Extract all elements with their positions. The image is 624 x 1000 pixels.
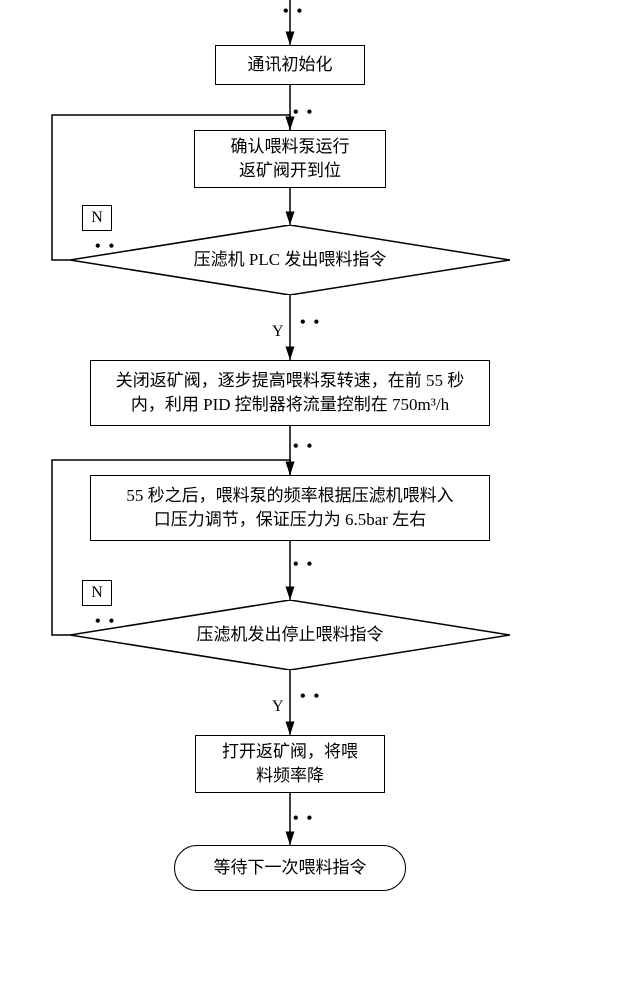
label-n1-text: N xyxy=(91,209,103,227)
label-y2-text: Y xyxy=(272,698,284,715)
decision2-text: 压滤机发出停止喂料指令 xyxy=(197,624,384,647)
dots-decoration: •• xyxy=(283,3,310,21)
node-wait-next-cmd: 等待下一次喂料指令 xyxy=(174,845,406,891)
label-no-1: N xyxy=(82,205,112,231)
dots-decoration: •• xyxy=(293,438,320,456)
node-init-text: 通讯初始化 xyxy=(248,53,333,77)
process3-text: 打开返矿阀，将喂 料频率降 xyxy=(222,740,358,788)
label-yes-1: Y xyxy=(272,323,284,341)
label-yes-2: Y xyxy=(272,698,284,716)
node-close-valve-pid: 关闭返矿阀，逐步提高喂料泵转速，在前 55 秒 内，利用 PID 控制器将流量控… xyxy=(90,360,490,426)
node-adjust-frequency: 55 秒之后，喂料泵的频率根据压滤机喂料入 口压力调节，保证压力为 6.5bar… xyxy=(90,475,490,541)
dots-decoration: •• xyxy=(293,104,320,122)
dots-decoration: •• xyxy=(293,556,320,574)
label-n2-text: N xyxy=(91,584,103,602)
process2-text: 55 秒之后，喂料泵的频率根据压滤机喂料入 口压力调节，保证压力为 6.5bar… xyxy=(126,484,453,532)
end-text: 等待下一次喂料指令 xyxy=(214,856,367,880)
label-y1-text: Y xyxy=(272,323,284,340)
decision1-text: 压滤机 PLC 发出喂料指令 xyxy=(194,249,387,272)
decision-stop-feed-cmd: 压滤机发出停止喂料指令 xyxy=(70,600,510,670)
dots-decoration: •• xyxy=(293,810,320,828)
node-confirm-pump: 确认喂料泵运行 返矿阀开到位 xyxy=(194,130,386,188)
dots-decoration: •• xyxy=(300,688,327,706)
label-no-2: N xyxy=(82,580,112,606)
dots-decoration: •• xyxy=(300,314,327,332)
node-init: 通讯初始化 xyxy=(215,45,365,85)
flowchart-container: •••••••••••••••••• 通讯初始化 确认喂料泵运行 返矿阀开到位 … xyxy=(0,0,624,1000)
process1-text: 关闭返矿阀，逐步提高喂料泵转速，在前 55 秒 内，利用 PID 控制器将流量控… xyxy=(116,369,465,417)
decision-plc-feed-cmd: 压滤机 PLC 发出喂料指令 xyxy=(70,225,510,295)
node-confirm-text: 确认喂料泵运行 返矿阀开到位 xyxy=(231,135,350,183)
node-open-valve-reduce: 打开返矿阀，将喂 料频率降 xyxy=(195,735,385,793)
